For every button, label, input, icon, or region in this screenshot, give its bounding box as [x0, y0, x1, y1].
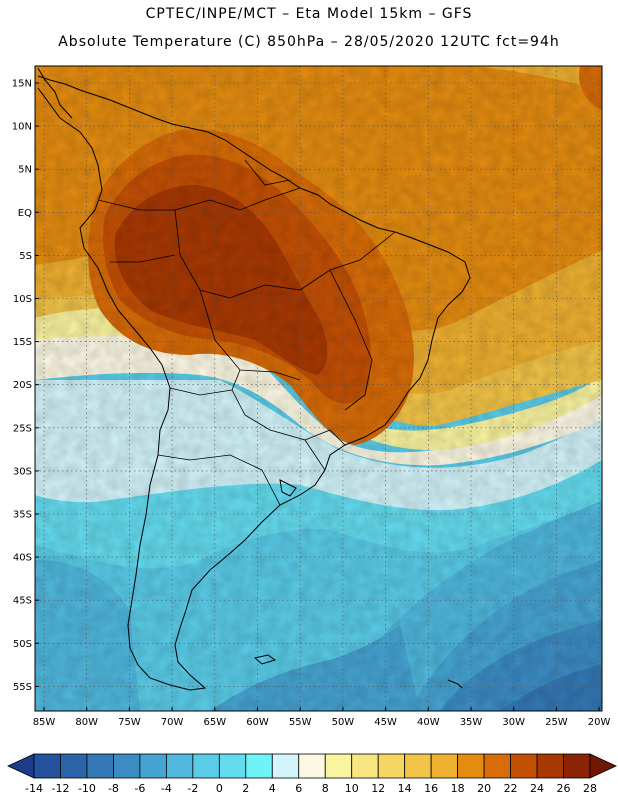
lon-label: 80W	[75, 717, 98, 728]
field-texture	[35, 66, 602, 711]
lat-label: 5S	[19, 251, 32, 262]
colorbar-label: 10	[345, 782, 359, 795]
country-borders	[97, 159, 396, 506]
colorbar-label: 0	[216, 782, 223, 795]
colorbar-label: -14	[25, 782, 43, 795]
lon-label: 60W	[246, 717, 269, 728]
colorbar-label: 4	[269, 782, 276, 795]
central-america	[37, 67, 73, 119]
lat-label: 50S	[13, 639, 32, 650]
south-georgia	[447, 679, 463, 689]
longitude-labels: 85W 80W 75W 70W 65W 60W 55W 50W 45W 40W 35W 30W 25W 2…	[33, 707, 611, 728]
lat-label: 15S	[13, 337, 32, 348]
colorbar-label: 18	[451, 782, 465, 795]
lon-label: 70W	[161, 717, 184, 728]
colorbar-box	[139, 753, 167, 779]
colorbar-box	[536, 753, 564, 779]
colorbar-box	[60, 753, 88, 779]
lon-label: 50W	[332, 717, 355, 728]
graticule	[35, 66, 602, 711]
colorbar-box	[351, 753, 379, 779]
colorbar-box	[165, 753, 194, 779]
colorbar-label: 8	[322, 782, 329, 795]
colorbar-box	[192, 753, 220, 779]
title-line-2: Absolute Temperature (C) 850hPa – 28/05/…	[58, 34, 560, 50]
colorbar-label: -10	[78, 782, 96, 795]
lat-label: 45S	[13, 596, 32, 607]
lon-label: 75W	[118, 717, 141, 728]
lon-label: 30W	[502, 717, 525, 728]
colorbar-label: 26	[557, 782, 571, 795]
colorbar-labels: -14 -12 -10 -8 -6 -4 -2 0 2 4 6 8 10 12 14 16 18 20 22 24 26…	[25, 782, 597, 795]
colorbar-box	[33, 753, 61, 779]
lon-label: 85W	[33, 717, 56, 728]
colorbar-label: -2	[187, 782, 198, 795]
colorbar-label: -6	[134, 782, 145, 795]
colorbar-label: 12	[371, 782, 385, 795]
colorbar-box	[245, 753, 273, 779]
lon-label: 65W	[203, 717, 226, 728]
temperature-field	[35, 66, 602, 711]
colorbar-box	[483, 753, 511, 779]
colorbar-box	[271, 753, 300, 779]
falkland-islands	[253, 654, 277, 665]
colorbar-label: 2	[242, 782, 249, 795]
colorbar-label: 22	[504, 782, 518, 795]
lat-label: 15N	[12, 79, 32, 90]
colorbar-label: 20	[477, 782, 491, 795]
colorbar-label: -8	[108, 782, 119, 795]
south-america-outline	[37, 75, 471, 691]
lon-label: 40W	[417, 717, 440, 728]
lat-label: 40S	[13, 553, 32, 564]
colorbar-label: 28	[583, 782, 597, 795]
lat-label: 55S	[13, 682, 32, 693]
colorbar-label: 16	[424, 782, 438, 795]
coastlines	[37, 67, 471, 691]
lon-label: 35W	[460, 717, 483, 728]
lagoa-dos-patos	[279, 479, 297, 497]
lon-label: 45W	[374, 717, 397, 728]
colorbar-box	[86, 753, 114, 779]
colorbar-box	[457, 753, 485, 779]
lon-label: 55W	[289, 717, 312, 728]
title-line-1: CPTEC/INPE/MCT – Eta Model 15km – GFS	[145, 6, 473, 22]
colorbar-label: -4	[161, 782, 172, 795]
lat-label: 30S	[13, 466, 32, 477]
colorbar-label: 14	[398, 782, 412, 795]
colorbar-box	[218, 753, 247, 779]
lat-label: EQ	[18, 208, 32, 219]
lat-label: 20S	[13, 380, 32, 391]
colorbar-box	[563, 753, 591, 779]
colorbar-label: 6	[295, 782, 302, 795]
lat-label: 10S	[13, 294, 32, 305]
lon-label: 20W	[588, 717, 611, 728]
latitude-labels: 15N 10N 5N EQ 5S 10S 15S 20S 25S 30S 35S 40S 45S 50S 5…	[12, 79, 39, 693]
lat-label: 5N	[18, 165, 32, 176]
colorbar	[7, 753, 617, 779]
colorbar-box	[298, 753, 326, 779]
colorbar-label: -12	[51, 782, 69, 795]
lon-label: 25W	[545, 717, 568, 728]
colorbar-box	[510, 753, 538, 779]
lat-label: 10N	[12, 122, 32, 133]
colorbar-over-arrow	[589, 753, 617, 779]
map-frame	[34, 65, 603, 712]
colorbar-box	[430, 753, 459, 779]
lat-label: 25S	[13, 423, 32, 434]
colorbar-box	[404, 753, 432, 779]
colorbar-box	[113, 753, 141, 779]
lat-label: 35S	[13, 510, 32, 521]
colorbar-label: 24	[530, 782, 544, 795]
colorbar-box	[377, 753, 406, 779]
colorbar-box	[324, 753, 353, 779]
colorbar-under-arrow	[7, 753, 35, 779]
